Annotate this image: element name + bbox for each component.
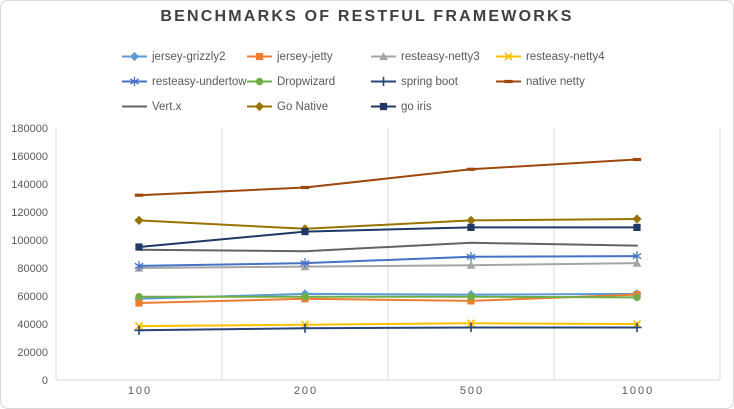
legend-marker-icon	[496, 52, 521, 61]
data-point	[379, 52, 388, 61]
data-point	[300, 323, 310, 333]
y-axis-label: 160000	[11, 151, 48, 163]
legend-marker-icon	[247, 52, 272, 61]
data-point	[504, 79, 513, 84]
series-line-resteasy-netty3	[138, 262, 638, 269]
x-axis-label: 1000	[622, 385, 654, 397]
y-axis-label: 140000	[11, 179, 48, 191]
legend-marker-icon	[122, 105, 147, 108]
legend-item-native-netty[interactable]: native netty	[495, 75, 625, 88]
legend-label: resteasy-netty4	[526, 50, 605, 63]
legend-item-spring-boot[interactable]: spring boot	[370, 75, 495, 88]
legend-marker-icon	[496, 79, 521, 84]
series-line-go-native	[138, 218, 638, 230]
data-point	[129, 51, 140, 62]
data-point	[466, 215, 476, 225]
data-point	[467, 297, 475, 305]
y-axis-label: 60000	[17, 291, 48, 303]
data-point	[466, 261, 476, 269]
data-point	[466, 322, 476, 333]
data-point	[301, 293, 309, 301]
data-point	[129, 76, 140, 87]
data-point	[301, 228, 309, 236]
y-axis-label: 20000	[17, 347, 48, 359]
series-line-resteasy-undertow	[138, 255, 638, 267]
data-point	[134, 215, 144, 225]
y-axis-label: 120000	[11, 207, 48, 219]
data-point	[135, 299, 143, 307]
x-axis-label: 200	[294, 385, 318, 397]
legend-marker-icon	[122, 51, 147, 62]
legend-item-vert.x[interactable]: Vert.x	[121, 100, 246, 113]
x-axis-label: 500	[460, 385, 484, 397]
legend-item-go-iris[interactable]: go iris	[370, 100, 495, 113]
legend-marker-icon	[122, 76, 147, 87]
y-axis-label: 0	[42, 375, 48, 387]
series-line-native-netty	[138, 158, 638, 197]
series-line-vert.x	[138, 241, 638, 253]
data-point	[300, 258, 310, 268]
data-point	[255, 52, 264, 61]
legend-label: jersey-jetty	[277, 50, 333, 63]
legend-marker-icon	[247, 77, 272, 86]
data-point	[255, 77, 264, 86]
legend-marker-icon	[371, 76, 396, 87]
y-axis-label: 80000	[17, 263, 48, 275]
data-point	[632, 251, 642, 261]
y-axis-label: 180000	[11, 123, 48, 135]
legend-label: Go Native	[277, 100, 329, 113]
data-point	[254, 101, 265, 112]
data-point	[135, 243, 143, 251]
data-point	[379, 102, 388, 111]
data-point	[135, 293, 143, 301]
y-axis-label: 100000	[11, 235, 48, 247]
legend: jersey-grizzly2 jersey-jetty resteasy-nett…	[121, 44, 625, 119]
legend-label: native netty	[526, 75, 585, 88]
legend-item-resteasy-netty3[interactable]: resteasy-netty3	[370, 50, 495, 63]
legend-label: jersey-grizzly2	[152, 50, 226, 63]
data-point	[633, 293, 641, 302]
data-point	[134, 325, 144, 335]
data-point	[632, 157, 642, 162]
data-point	[466, 167, 476, 171]
data-point	[632, 214, 642, 224]
legend-item-jersey-jetty[interactable]: jersey-jetty	[246, 50, 370, 63]
legend-label: Vert.x	[152, 100, 182, 113]
legend-label: Dropwizard	[277, 75, 336, 88]
x-axis-label: 100	[128, 385, 152, 397]
data-point	[632, 322, 642, 333]
legend-label: resteasy-netty3	[401, 50, 480, 63]
chart-title: BENCHMARKS OF RESTFUL FRAMEWORKS	[160, 8, 574, 25]
legend-label: resteasy-undertow	[152, 75, 247, 88]
legend-label: spring boot	[401, 75, 458, 88]
legend-item-dropwizard[interactable]: Dropwizard	[246, 75, 370, 88]
series-line-go-iris	[138, 226, 638, 248]
data-point	[467, 223, 475, 231]
data-point	[378, 76, 389, 87]
legend-item-jersey-grizzly2[interactable]: jersey-grizzly2	[121, 50, 246, 63]
data-point	[300, 185, 310, 190]
legend-marker-icon	[247, 101, 272, 112]
legend-marker-icon	[371, 102, 396, 111]
data-point	[632, 258, 642, 267]
series-line-dropwizard	[138, 295, 638, 299]
legend-marker-icon	[371, 52, 396, 61]
data-point	[504, 52, 513, 61]
series-line-spring-boot	[138, 326, 638, 332]
data-point	[134, 261, 144, 271]
series-line-resteasy-netty4	[138, 322, 638, 328]
y-axis-label: 40000	[17, 319, 48, 331]
data-point	[633, 223, 641, 231]
data-point	[466, 252, 476, 262]
legend-label: go iris	[401, 100, 432, 113]
legend-item-resteasy-netty4[interactable]: resteasy-netty4	[495, 50, 625, 63]
legend-item-resteasy-undertow[interactable]: resteasy-undertow	[121, 75, 247, 88]
data-point	[467, 293, 475, 301]
legend-item-go-native[interactable]: Go Native	[246, 100, 370, 113]
data-point	[134, 193, 144, 197]
